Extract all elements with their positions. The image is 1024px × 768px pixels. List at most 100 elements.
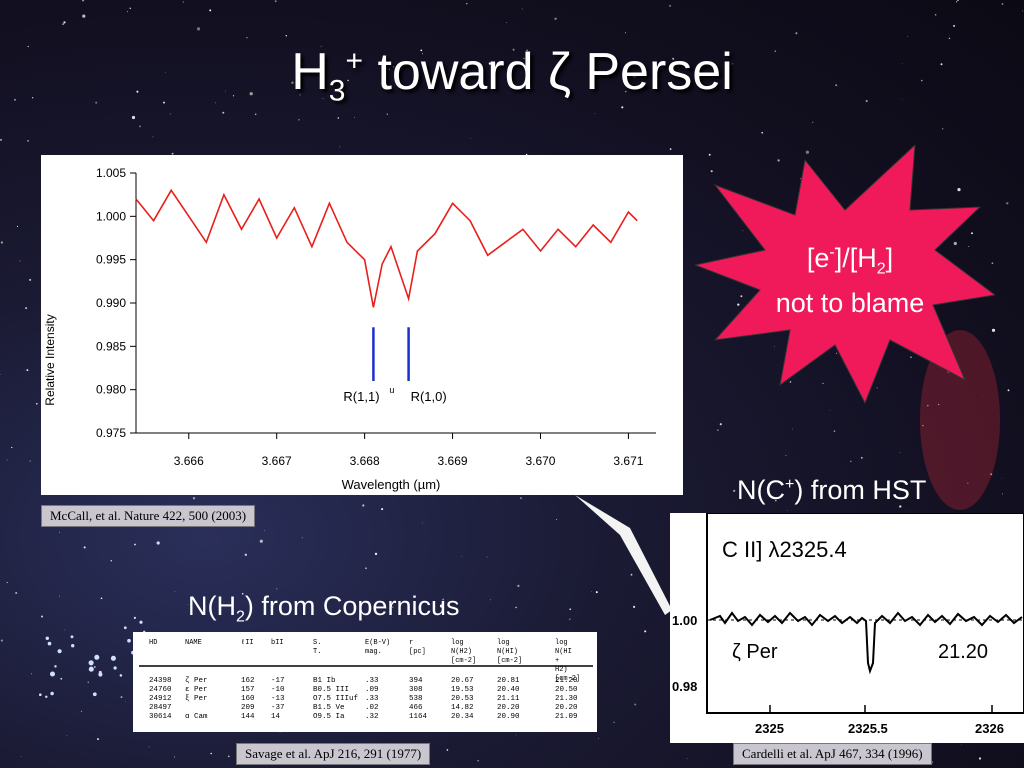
table-cell: 21.30 (555, 695, 578, 703)
table-header-cell: mag. (365, 648, 382, 656)
x-tick-label: 3.666 (174, 454, 204, 468)
table-cell: 394 (409, 677, 423, 685)
table-cell: 160 (241, 695, 255, 703)
x-tick-label: 3.667 (262, 454, 292, 468)
table-cell: 20.53 (451, 695, 474, 703)
table-header-cell: T. (313, 648, 321, 656)
y-axis-label: Relative Intensity (43, 314, 57, 405)
cii-spectrum-line (709, 611, 1023, 675)
cii-y-label-2: 0.98 (672, 679, 697, 694)
table-cell: 20.50 (555, 686, 578, 694)
table-header-cell: N(H2) (451, 648, 472, 656)
citation-savage: Savage et al. ApJ 216, 291 (1977) (236, 743, 431, 765)
table-cell: .33 (365, 695, 379, 703)
cii-x-label-2: 2325.5 (848, 721, 888, 736)
cii-x-label-3: 2326 (975, 721, 1004, 736)
table-header-cell: bII (271, 639, 284, 647)
table-header-cell: log (497, 639, 510, 647)
starburst-line2: not to blame (775, 288, 925, 319)
cii-spectrum: C II] λ2325.4 ζ Per 21.20 1.00 0.98 2325… (672, 512, 1024, 736)
table-header-cell: [cm-2] (555, 675, 580, 683)
table-cell: 1164 (409, 713, 428, 721)
y-tick-label: 0.990 (96, 296, 126, 310)
table-cell: 20.20 (497, 704, 520, 712)
table-cell: 157 (241, 686, 255, 694)
table-cell: B1 Ib (313, 677, 336, 685)
table-cell: 20.81 (497, 677, 520, 685)
table-header-cell: + (555, 657, 559, 665)
table-cell: 20.34 (451, 713, 474, 721)
transition-label: R(1,0) (411, 389, 447, 404)
y-tick-label: 0.980 (96, 383, 126, 397)
table-cell: 19.53 (451, 686, 474, 694)
table-cell: -17 (271, 677, 285, 685)
y-tick-label: 0.995 (96, 253, 126, 267)
table-cell: 21.11 (497, 695, 520, 703)
table-header-cell: N(HI (555, 648, 572, 656)
table-cell: -10 (271, 686, 285, 694)
x-tick-label: 3.668 (350, 454, 380, 468)
table-cell: 144 (241, 713, 255, 721)
y-tick-label: 1.005 (96, 166, 126, 180)
copernicus-table-panel: HD NAME ℓII bII S. T. E(B-V) mag. r [pc] log N(H2)[… (133, 632, 597, 732)
table-header-cell: ℓII (241, 639, 254, 647)
transition-label-sup: u (389, 385, 394, 395)
chart-axes (130, 172, 656, 439)
table-cell: 24398 (149, 677, 172, 685)
table-header-cell: E(B-V) (365, 639, 390, 647)
table-cell: 162 (241, 677, 255, 685)
table-cell: 28497 (149, 704, 172, 712)
slide-title: H3+ toward ζ Persei (291, 43, 733, 108)
table-header-cell: HD (149, 639, 157, 647)
cii-y-label-1: 1.00 (672, 613, 697, 628)
table-cell: 466 (409, 704, 423, 712)
citation-mccall: McCall, et al. Nature 422, 500 (2003) (41, 505, 256, 527)
starburst-callout (695, 145, 995, 405)
table-header-cell: NAME (185, 639, 202, 647)
table-cell: 21.20 (555, 677, 578, 685)
table-header-cell: [cm-2] (497, 657, 522, 665)
table-header-cell: log (555, 639, 568, 647)
table-cell: B0.5 III (313, 686, 349, 694)
y-tick-label: 1.000 (96, 209, 126, 223)
x-tick-label: 3.671 (613, 454, 643, 468)
transition-label: R(1,1) (343, 389, 379, 404)
cii-ticks (769, 705, 993, 713)
table-cell: B1.5 Ve (313, 704, 345, 712)
cii-star-name: ζ Per (732, 641, 778, 663)
cii-column-value: 21.20 (938, 641, 988, 663)
table-header-cell: r (409, 639, 413, 647)
table-cell: .02 (365, 704, 379, 712)
table-cell: 14 (271, 713, 281, 721)
y-tick-label: 0.985 (96, 339, 126, 353)
table-cell: 20.20 (555, 704, 578, 712)
starburst-text: [e-]/[H2] not to blame (700, 236, 1000, 320)
table-cell: 209 (241, 704, 255, 712)
cii-x-label-1: 2325 (755, 721, 784, 736)
table-cell: α Cam (185, 713, 208, 721)
table-cell: O9.5 Ia (313, 713, 345, 721)
citation-cardelli: Cardelli et al. ApJ 467, 334 (1996) (733, 743, 932, 765)
copernicus-table: HD NAME ℓII bII S.T.E(B-V)mag.r[pc]logN(H2)[… (139, 639, 593, 721)
table-cell: ξ Per (185, 695, 208, 703)
table-cell: 20.90 (497, 713, 520, 721)
x-tick-label: 3.670 (525, 454, 555, 468)
table-cell: 14.82 (451, 704, 474, 712)
table-header-cell: log (451, 639, 464, 647)
x-axis-label: Wavelength (µm) (342, 477, 441, 492)
table-cell: 20.40 (497, 686, 520, 694)
table-cell: ζ Per (185, 677, 208, 685)
table-cell: 30614 (149, 713, 172, 721)
hst-label: N(C+) from HST (737, 475, 927, 505)
table-cell: .09 (365, 686, 379, 694)
table-header-cell: S. (313, 639, 321, 647)
table-header-cell: [pc] (409, 648, 426, 656)
y-tick-label: 0.975 (96, 426, 126, 440)
table-header-cell: H2) (555, 666, 568, 674)
table-cell: 20.67 (451, 677, 474, 685)
starburst-line1: [e-]/[H2] (806, 243, 894, 278)
table-cell: 24760 (149, 686, 172, 694)
table-header-cell: [cm-2] (451, 657, 476, 665)
table-cell: 538 (409, 695, 423, 703)
table-cell: 308 (409, 686, 423, 694)
